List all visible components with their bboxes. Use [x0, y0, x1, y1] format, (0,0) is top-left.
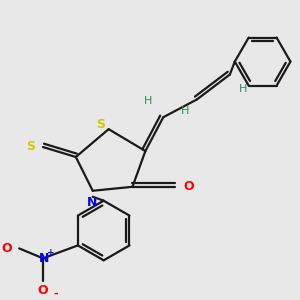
Text: H: H: [238, 84, 247, 94]
Text: N: N: [86, 196, 97, 209]
Text: -: -: [54, 289, 58, 299]
Text: S: S: [27, 140, 36, 153]
Text: +: +: [47, 248, 55, 257]
Text: O: O: [1, 242, 12, 255]
Text: H: H: [181, 106, 189, 116]
Text: S: S: [96, 118, 105, 131]
Text: O: O: [183, 180, 194, 193]
Text: N: N: [39, 252, 49, 265]
Text: H: H: [144, 96, 153, 106]
Text: O: O: [38, 284, 48, 297]
